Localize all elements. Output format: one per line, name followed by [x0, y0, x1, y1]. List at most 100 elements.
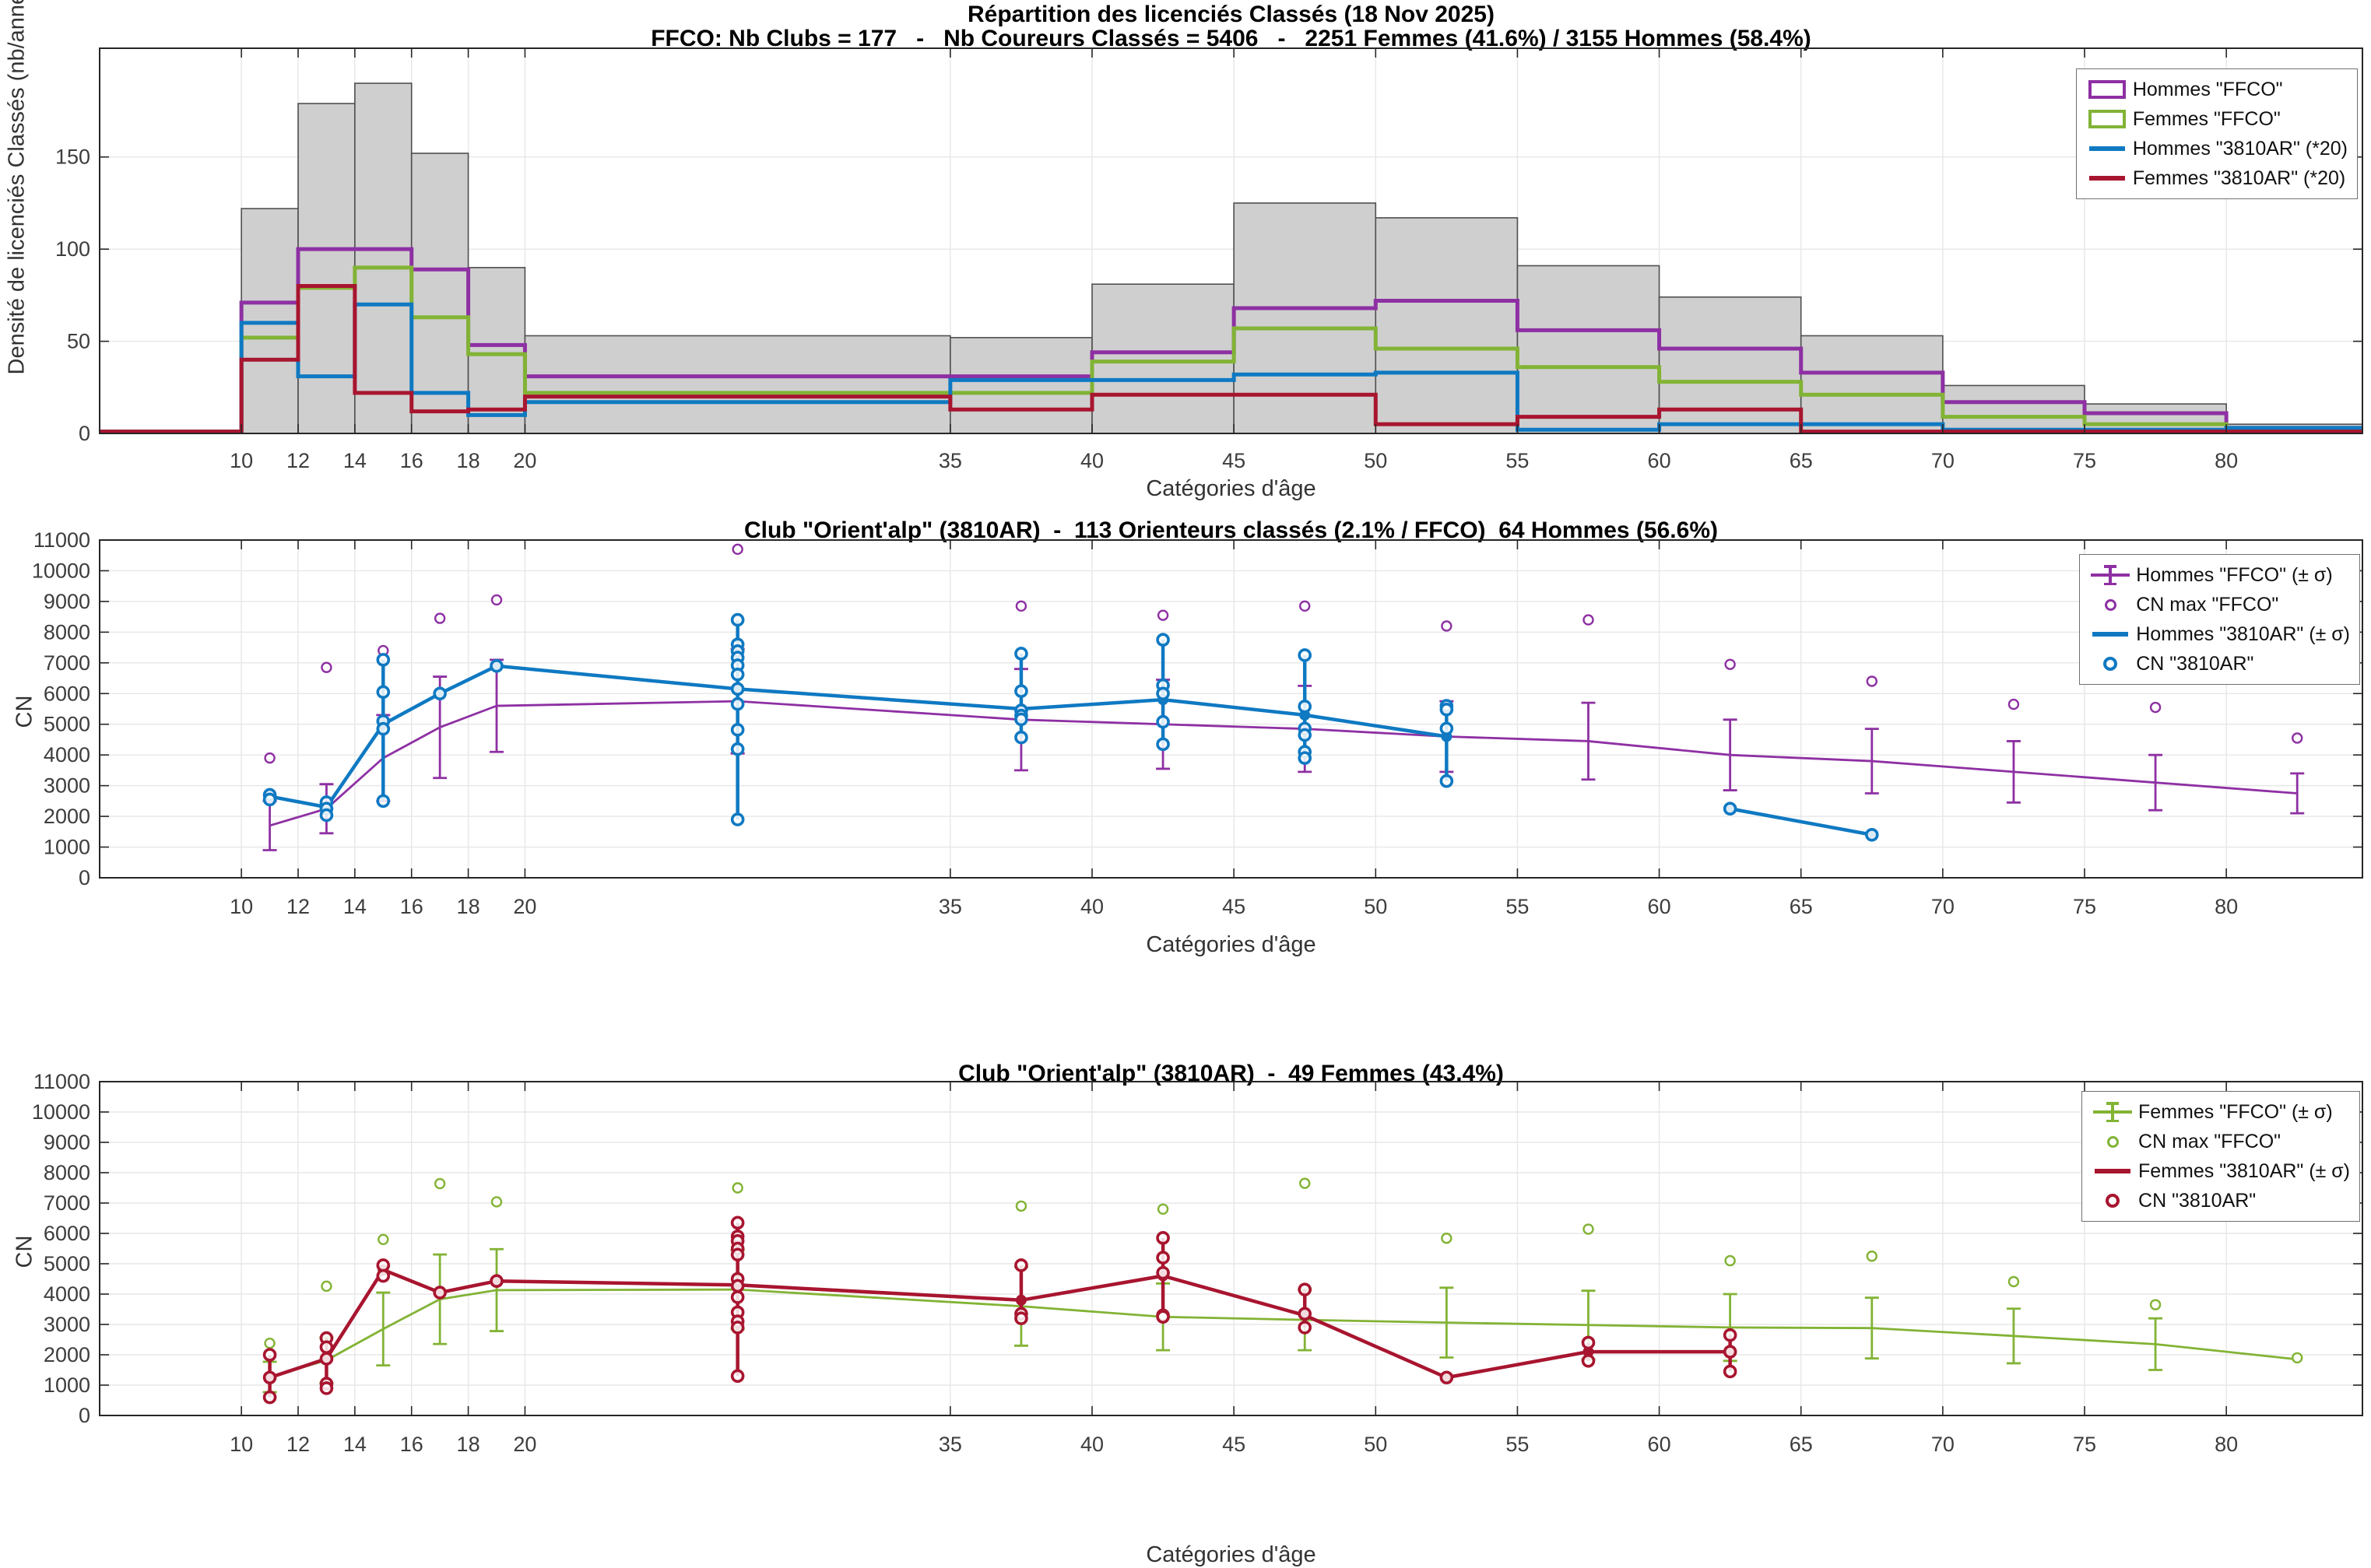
legend-item-label: Femmes "3810AR" (*20): [2132, 167, 2346, 189]
legend-thickline-glyph: [2092, 632, 2129, 637]
club-cn-point: [1439, 702, 1454, 717]
y-tick-label: 6000: [44, 682, 90, 705]
y-tick-label: 3000: [44, 1313, 90, 1336]
legend-item-label: CN max "FFCO": [2138, 1130, 2281, 1152]
legend-item: Femmes "FFCO" (± σ): [2087, 1097, 2350, 1127]
x-tick-label: 70: [1931, 449, 1955, 472]
legend-glyph-cell: [2087, 1194, 2138, 1208]
histogram-bar: [1658, 296, 1802, 434]
ffco-max-point: [321, 661, 332, 673]
legend-ringbold-glyph: [2103, 657, 2118, 671]
histogram-bar: [1091, 283, 1235, 434]
club-cn-point: [1156, 1265, 1170, 1280]
club-cn-point: [490, 658, 504, 673]
x-tick-label: 75: [2073, 895, 2096, 918]
x-tick-label: 45: [1222, 895, 1245, 918]
ffco-max-point: [1299, 600, 1311, 612]
ffco-max-point: [2149, 701, 2162, 714]
legend-item: CN max "FFCO": [2087, 1127, 2350, 1156]
x-tick-label: 65: [1790, 449, 1813, 472]
club-cn-point: [433, 1286, 447, 1300]
femmes-chart-panel: Club "Orient'alp" (3810AR) - 49 Femmes (…: [0, 1058, 2371, 1567]
club-cn-point: [1298, 1282, 1312, 1296]
legend-glyph-cell: [2081, 110, 2133, 128]
club-cn-point: [730, 723, 745, 737]
ffco-max-point: [264, 1337, 276, 1349]
legend-item: Hommes "3810AR" (± σ): [2085, 619, 2350, 649]
y-tick-label: 7000: [44, 651, 90, 675]
legend-glyph-cell: [2085, 565, 2136, 585]
club-cn-point: [1156, 633, 1170, 647]
x-tick-label: 12: [286, 1433, 310, 1456]
y-tick-label: 8000: [44, 1161, 90, 1184]
club-cn-point: [1014, 1311, 1028, 1326]
x-tick-label: 45: [1222, 449, 1245, 472]
hommes-chart-svg: 10 12 14 16 18 20 35 40 45 50 55 60 65 70 75 80 0 1000 200…: [32, 528, 2363, 918]
legend-glyph-cell: [2087, 1169, 2138, 1173]
density-legend: Hommes "FFCO" Femmes "FFCO" Hommes "3810…: [2075, 68, 2358, 199]
legend-item-label: Hommes "3810AR" (± σ): [2136, 623, 2350, 645]
ffco-max-point: [1724, 658, 1736, 670]
ffco-max-point: [1582, 614, 1594, 626]
x-tick-label: 10: [230, 895, 253, 918]
legend-item: CN "3810AR": [2087, 1186, 2350, 1215]
club-cn-point: [730, 742, 745, 756]
club-cn-point: [376, 1268, 391, 1283]
x-tick-label: 80: [2215, 1433, 2238, 1456]
x-tick-label: 18: [457, 449, 480, 472]
legend-item-label: Hommes "3810AR" (*20): [2132, 137, 2348, 160]
y-tick-label: 150: [55, 146, 90, 169]
legend-glyph-cell: [2087, 1135, 2138, 1148]
y-tick-label: 11000: [33, 528, 90, 552]
ffco-max-point: [732, 1182, 743, 1194]
x-tick-label: 40: [1080, 449, 1104, 472]
legend-item: Femmes "FFCO": [2081, 104, 2348, 134]
club-cn-point: [1156, 737, 1170, 752]
y-tick-label: 10000: [32, 1100, 90, 1124]
femmes-x-axis-label: Catégories d'âge: [1146, 1542, 1316, 1567]
x-tick-label: 55: [1505, 1433, 1529, 1456]
x-tick-label: 40: [1080, 1433, 1104, 1456]
ffco-mean-line: [269, 700, 2298, 827]
club-cn-point: [262, 792, 277, 807]
club-cn-point: [1864, 827, 1879, 842]
club-cn-point: [730, 612, 745, 627]
club-cn-point: [730, 1321, 745, 1335]
x-tick-label: 40: [1080, 895, 1104, 918]
legend-errline-glyph: [2093, 1102, 2133, 1122]
x-tick-label: 10: [230, 449, 253, 472]
club-cn-point: [1156, 686, 1170, 701]
legend-item: CN max "FFCO": [2085, 590, 2350, 619]
histogram-bar: [1516, 265, 1660, 434]
hommes-chart-panel: Club "Orient'alp" (3810AR) - 113 Oriente…: [0, 514, 2371, 1058]
club-cn-point: [730, 1215, 745, 1230]
ffco-max-point: [1582, 1223, 1594, 1235]
legend-errline-glyph: [2091, 565, 2130, 585]
step-series: [100, 265, 2362, 434]
club-cn-point: [1156, 1310, 1170, 1324]
club-cn-point: [376, 685, 391, 700]
club-cn-point: [262, 1390, 277, 1405]
club-cn-point: [319, 808, 334, 823]
y-tick-label: 11000: [33, 1070, 90, 1093]
legend-item: Femmes "3810AR" (± σ): [2087, 1156, 2350, 1186]
legend-item: Hommes "FFCO" (± σ): [2085, 560, 2350, 590]
x-tick-label: 14: [343, 449, 367, 472]
club-cn-point: [319, 1381, 334, 1395]
y-tick-label: 3000: [44, 774, 90, 798]
ffco-max-point: [321, 1280, 332, 1293]
legend-item: Femmes "3810AR" (*20): [2081, 163, 2348, 193]
legend-item-label: CN max "FFCO": [2136, 593, 2279, 616]
ffco-max-point: [732, 543, 743, 556]
y-tick-label: 5000: [44, 713, 90, 736]
x-tick-label: 20: [513, 1433, 536, 1456]
x-tick-label: 14: [343, 895, 367, 918]
club-cn-point: [1723, 1328, 1737, 1342]
legend-glyph-cell: [2081, 176, 2133, 181]
club-cn-point: [262, 1370, 277, 1385]
histogram-bar: [1800, 335, 1944, 434]
club-mean-point: [1015, 1294, 1027, 1306]
ffco-max-point: [2292, 732, 2303, 744]
club-cn-point: [730, 812, 745, 826]
